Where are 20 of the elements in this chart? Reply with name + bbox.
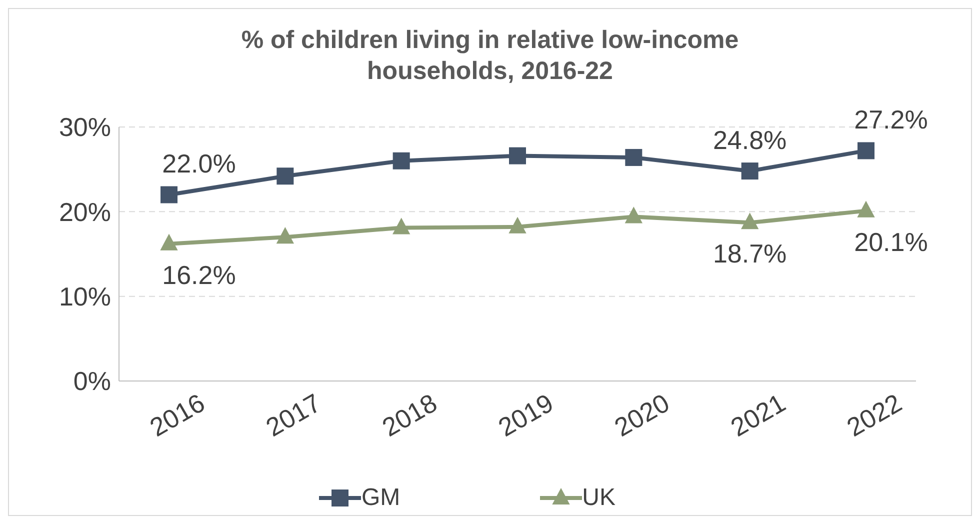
y-tick-label: 20% <box>58 196 111 227</box>
y-tick-label: 0% <box>73 366 111 396</box>
x-tick-label: 2019 <box>493 388 558 443</box>
legend-label: GM <box>360 484 400 512</box>
data-label: 24.8% <box>712 125 787 156</box>
data-label: 18.7% <box>712 238 787 269</box>
x-tick-label: 2016 <box>144 388 210 443</box>
x-tick-label: 2020 <box>609 388 675 443</box>
x-tick-label: 2018 <box>377 388 442 443</box>
data-label: 27.2% <box>854 104 928 135</box>
data-label: 20.1% <box>854 226 928 257</box>
x-tick-label: 2022 <box>842 388 907 443</box>
y-tick-label: 30% <box>58 112 111 142</box>
data-label: 16.2% <box>162 260 236 290</box>
chart-title: % of children living in relative low-income households, 2016-22 <box>240 25 740 87</box>
legend-label: UK <box>581 484 616 512</box>
data-label: 22.0% <box>162 148 236 179</box>
x-tick-label: 2017 <box>260 388 326 443</box>
x-tick-label: 2021 <box>726 388 791 443</box>
y-tick-label: 10% <box>58 282 111 312</box>
